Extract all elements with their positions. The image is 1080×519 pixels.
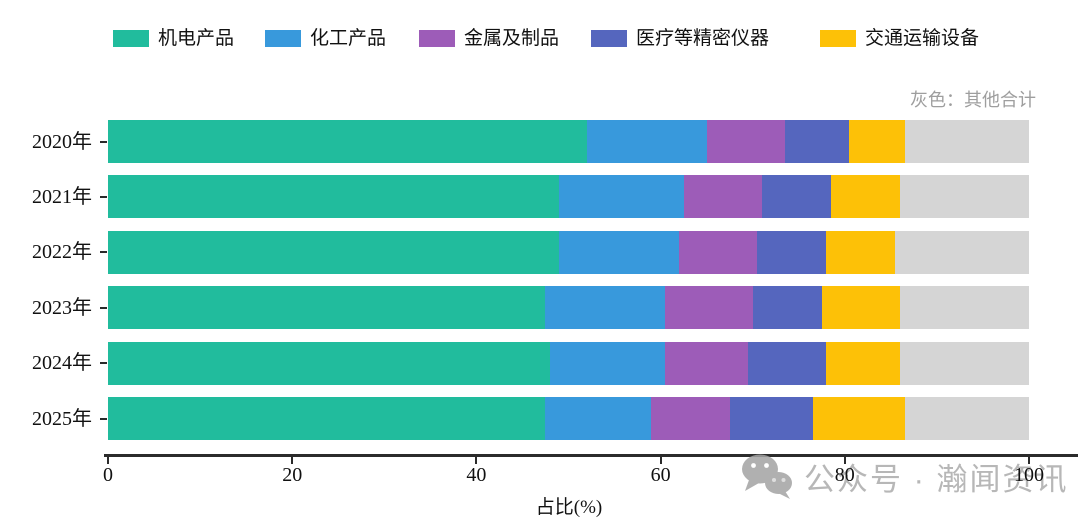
x-tick-label: 100 xyxy=(1014,464,1044,486)
legend-item-yiliao: 医疗等精密仪器 xyxy=(591,29,769,48)
y-tick-mark xyxy=(100,362,107,365)
bar-row-2023年 xyxy=(108,286,1029,330)
legend-label: 机电产品 xyxy=(158,28,235,49)
bar-segment-机电产品 xyxy=(108,230,560,274)
watermark: 公众号 · 瀚闻资讯 xyxy=(740,450,1069,502)
y-tick-mark xyxy=(100,251,107,254)
x-tick-label: 0 xyxy=(103,464,113,486)
bar-segment-医疗等精密仪器 xyxy=(729,397,813,440)
x-axis-line xyxy=(104,454,1078,457)
bar-segment-交通运输设备 xyxy=(826,341,901,385)
bar-segment-金属及制品 xyxy=(683,175,762,219)
bar-segment-交通运输设备 xyxy=(812,397,905,440)
bar-segment-医疗等精密仪器 xyxy=(748,341,827,385)
y-tick-label: 2021年 xyxy=(32,185,92,208)
legend-item-jinshu: 金属及制品 xyxy=(419,29,559,48)
bar-segment-金属及制品 xyxy=(679,230,758,274)
bar-segment-交通运输设备 xyxy=(830,175,901,219)
bar-segment-其他合计 xyxy=(900,175,1029,219)
bar-segment-化工产品 xyxy=(545,397,652,440)
bar-segment-化工产品 xyxy=(545,286,666,330)
legend-swatch-jiaotong xyxy=(820,30,856,47)
x-tick-mark xyxy=(291,457,294,464)
bar-segment-其他合计 xyxy=(904,397,1029,440)
watermark-text: 公众号 · 瀚闻资讯 xyxy=(804,461,1069,497)
bar-row-2024年 xyxy=(108,341,1029,385)
plot-area xyxy=(108,120,1029,442)
bar-segment-金属及制品 xyxy=(651,397,730,440)
legend-swatch-yiliao xyxy=(591,30,627,47)
y-tick-mark xyxy=(100,140,107,143)
legend-item-jiaotong: 交通运输设备 xyxy=(820,29,979,48)
legend-swatch-jinshu xyxy=(419,30,455,47)
legend-label: 医疗等精密仪器 xyxy=(636,28,770,49)
y-tick-label: 2025年 xyxy=(32,407,92,430)
y-tick-label: 2024年 xyxy=(32,352,92,375)
bar-segment-交通运输设备 xyxy=(821,286,901,330)
legend-swatch-huagong xyxy=(265,30,301,47)
bar-segment-医疗等精密仪器 xyxy=(761,175,831,219)
bar-segment-化工产品 xyxy=(559,175,684,219)
x-tick-label: 80 xyxy=(834,464,855,486)
legend-label: 金属及制品 xyxy=(464,28,560,49)
y-tick-mark xyxy=(100,306,107,309)
bar-row-2022年 xyxy=(108,230,1029,274)
y-tick-mark xyxy=(100,417,107,420)
bar-segment-交通运输设备 xyxy=(826,230,896,274)
bar-segment-机电产品 xyxy=(108,286,546,330)
x-tick-mark xyxy=(475,457,478,464)
bar-row-2020年 xyxy=(108,120,1029,163)
wechat-icon xyxy=(742,454,792,499)
x-axis-title: 占比(%) xyxy=(535,497,603,518)
x-tick-label: 20 xyxy=(282,464,303,486)
bar-segment-金属及制品 xyxy=(706,120,785,163)
bar-segment-其他合计 xyxy=(900,341,1029,385)
bar-segment-医疗等精密仪器 xyxy=(784,120,850,163)
bar-segment-化工产品 xyxy=(586,120,707,163)
y-tick-mark xyxy=(100,195,107,198)
bar-segment-机电产品 xyxy=(108,120,587,163)
bar-segment-金属及制品 xyxy=(665,286,753,330)
bar-segment-机电产品 xyxy=(108,341,551,385)
bar-segment-其他合计 xyxy=(900,286,1029,330)
bar-segment-其他合计 xyxy=(904,120,1029,163)
gray-note: 灰色：其他合计 xyxy=(910,90,1036,110)
x-tick-mark xyxy=(659,457,662,464)
x-tick-label: 60 xyxy=(650,464,671,486)
bar-segment-医疗等精密仪器 xyxy=(752,286,822,330)
bar-segment-机电产品 xyxy=(108,175,560,219)
legend-label: 交通运输设备 xyxy=(865,28,980,49)
y-tick-label: 2020年 xyxy=(32,130,92,153)
legend-item-jidian: 机电产品 xyxy=(113,29,234,48)
bar-segment-医疗等精密仪器 xyxy=(757,230,827,274)
bar-row-2021年 xyxy=(108,175,1029,219)
bar-segment-化工产品 xyxy=(559,230,679,274)
y-tick-label: 2023年 xyxy=(32,296,92,319)
x-tick-mark xyxy=(107,457,109,464)
bar-segment-化工产品 xyxy=(550,341,666,385)
legend-item-huagong: 化工产品 xyxy=(265,29,386,48)
bar-row-2025年 xyxy=(108,397,1029,440)
y-tick-label: 2022年 xyxy=(32,241,92,264)
bar-segment-交通运输设备 xyxy=(849,120,905,163)
bar-segment-机电产品 xyxy=(108,397,546,440)
bar-segment-其他合计 xyxy=(895,230,1029,274)
legend-label: 化工产品 xyxy=(310,28,387,49)
x-tick-mark xyxy=(843,457,846,464)
legend-swatch-jidian xyxy=(113,30,149,47)
bar-segment-金属及制品 xyxy=(665,341,749,385)
x-tick-label: 40 xyxy=(466,464,487,486)
x-tick-mark xyxy=(1028,457,1030,464)
